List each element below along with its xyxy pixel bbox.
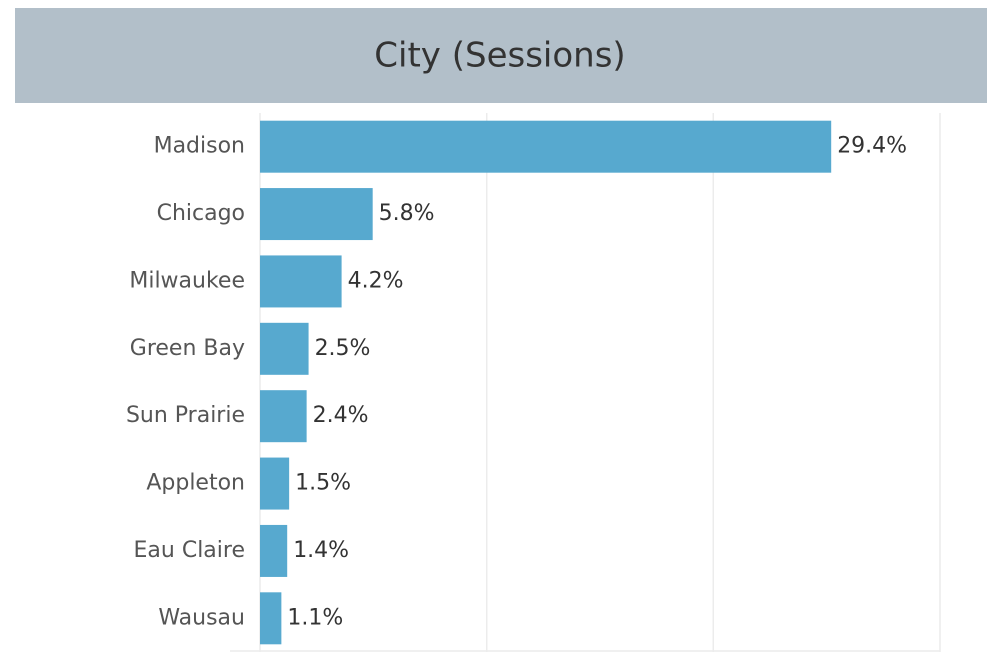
- value-label: 1.4%: [293, 538, 349, 563]
- bar: [260, 120, 832, 173]
- value-label: 2.5%: [315, 336, 371, 361]
- bar: [260, 188, 373, 241]
- value-label: 1.1%: [287, 605, 343, 630]
- category-label: Eau Claire: [134, 538, 245, 563]
- value-label: 2.4%: [313, 403, 369, 428]
- value-label: 5.8%: [379, 201, 435, 226]
- chart-title: City (Sessions): [374, 36, 625, 76]
- category-label: Sun Prairie: [126, 403, 245, 428]
- category-label: Green Bay: [130, 336, 245, 361]
- bar: [260, 390, 307, 443]
- category-label: Wausau: [158, 605, 245, 630]
- category-label: Madison: [154, 134, 245, 159]
- value-label: 1.5%: [295, 471, 351, 496]
- bar: [260, 457, 290, 510]
- bar: [260, 322, 309, 375]
- value-label: 29.4%: [837, 134, 907, 159]
- value-label: 4.2%: [348, 268, 404, 293]
- bar: [260, 255, 342, 308]
- category-label: Chicago: [157, 201, 245, 226]
- category-label: Milwaukee: [129, 268, 245, 293]
- bar: [260, 592, 282, 645]
- bar: [260, 524, 288, 577]
- category-label: Appleton: [146, 471, 245, 496]
- header-band: [15, 8, 987, 103]
